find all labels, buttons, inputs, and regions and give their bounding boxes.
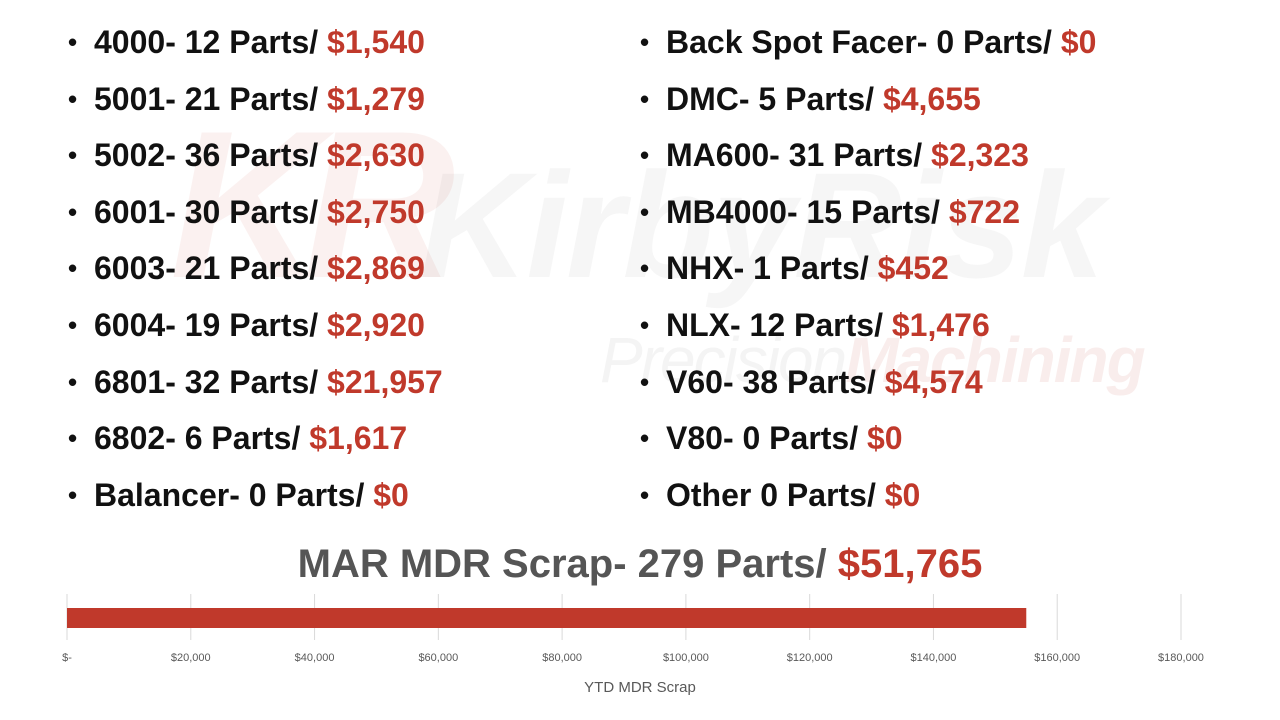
item-label: 4000- 12 Parts/ bbox=[94, 24, 328, 60]
item-cost: $1,540 bbox=[327, 24, 425, 60]
item-label: 5002- 36 Parts/ bbox=[94, 137, 328, 174]
item-cost: $1,279 bbox=[327, 80, 425, 117]
bullet-icon: • bbox=[68, 423, 78, 454]
list-item: • 6001- 30 Parts/ $2,750 bbox=[68, 184, 443, 241]
item-cost: $0 bbox=[884, 476, 921, 513]
item-cost: $0 bbox=[1060, 24, 1097, 60]
bullet-icon: • bbox=[68, 309, 78, 340]
bullet-icon: • bbox=[640, 83, 650, 114]
list-item: • 6801- 32 Parts/ $21,957 bbox=[68, 354, 443, 411]
list-item: • 6004- 19 Parts/ $2,920 bbox=[68, 297, 443, 354]
item-cost: $4,655 bbox=[882, 80, 981, 117]
item-cost: $1,476 bbox=[891, 306, 990, 343]
bullet-icon: • bbox=[68, 140, 78, 171]
machine-scrap-list-left: • 4000- 12 Parts/ $1,540 • 5001- 21 Parts/ … bbox=[68, 14, 443, 523]
list-item: • NHX- 1 Parts/ $452 bbox=[640, 240, 1096, 297]
bullet-icon: • bbox=[68, 83, 78, 114]
list-item: • 6802- 6 Parts/ $1,617 bbox=[68, 410, 443, 467]
bullet-icon: • bbox=[640, 366, 650, 397]
list-item: • Other 0 Parts/ $0 bbox=[640, 467, 1096, 524]
item-cost: $0 bbox=[867, 420, 903, 457]
list-item: • MB4000- 15 Parts/ $722 bbox=[640, 184, 1096, 241]
item-cost: $2,869 bbox=[327, 250, 425, 287]
list-item: • 6003- 21 Parts/ $2,869 bbox=[68, 240, 443, 297]
list-item: • 5001- 21 Parts/ $1,279 bbox=[68, 71, 443, 128]
list-item: • NLX- 12 Parts/ $1,476 bbox=[640, 297, 1096, 354]
item-label: MB4000- 15 Parts/ bbox=[666, 193, 949, 230]
item-cost: $1,617 bbox=[309, 420, 408, 457]
x-tick-label: $80,000 bbox=[542, 652, 582, 664]
list-item: • V80- 0 Parts/ $0 bbox=[640, 410, 1096, 467]
bullet-icon: • bbox=[640, 140, 650, 171]
item-cost: $2,750 bbox=[327, 193, 425, 230]
x-tick-label: $140,000 bbox=[910, 652, 956, 664]
x-tick-label: $100,000 bbox=[663, 652, 709, 664]
bullet-icon: • bbox=[640, 196, 650, 227]
item-label: Balancer- 0 Parts/ bbox=[94, 476, 374, 513]
bullet-icon: • bbox=[68, 479, 78, 510]
item-label: 6802- 6 Parts/ bbox=[94, 420, 310, 457]
item-cost: $2,920 bbox=[327, 306, 425, 343]
item-cost: $2,630 bbox=[327, 137, 425, 174]
bullet-icon: • bbox=[640, 27, 650, 57]
item-label: Back Spot Facer- 0 Parts/ bbox=[666, 24, 1061, 60]
item-label: DMC- 5 Parts/ bbox=[666, 80, 883, 117]
x-axis-title: YTD MDR Scrap bbox=[584, 679, 696, 696]
item-label: NHX- 1 Parts/ bbox=[666, 250, 878, 287]
item-label: 6004- 19 Parts/ bbox=[94, 306, 328, 343]
bullet-icon: • bbox=[68, 366, 78, 397]
bullet-icon: • bbox=[640, 423, 650, 454]
x-tick-label: $180,000 bbox=[1158, 652, 1204, 664]
x-tick-label: $160,000 bbox=[1034, 652, 1080, 664]
x-tick-label: $60,000 bbox=[418, 652, 458, 664]
item-cost: $4,574 bbox=[884, 363, 983, 400]
machine-scrap-list-right: • Back Spot Facer- 0 Parts/ $0 • DMC- 5 Par… bbox=[640, 14, 1096, 523]
summary-cost: $51,765 bbox=[837, 542, 983, 586]
item-label: Other 0 Parts/ bbox=[666, 476, 885, 513]
bullet-icon: • bbox=[68, 253, 78, 284]
x-tick-label: $40,000 bbox=[295, 652, 335, 664]
item-label: 5001- 21 Parts/ bbox=[94, 80, 328, 117]
item-cost: $452 bbox=[877, 250, 949, 287]
x-tick-label: $20,000 bbox=[171, 652, 211, 664]
item-label: 6001- 30 Parts/ bbox=[94, 193, 328, 230]
list-item: • V60- 38 Parts/ $4,574 bbox=[640, 354, 1096, 411]
ytd-scrap-bar-chart: $- $20,000 $40,000 $60,000 $80,000 $100,000 $1… bbox=[62, 594, 1204, 664]
x-tick-label: $- bbox=[62, 652, 72, 664]
list-item: • DMC- 5 Parts/ $4,655 bbox=[640, 71, 1096, 128]
summary-label: MAR MDR Scrap- 279 Parts/ bbox=[297, 542, 838, 586]
item-cost: $722 bbox=[948, 193, 1020, 230]
list-item: • 4000- 12 Parts/ $1,540 bbox=[68, 14, 443, 71]
bullet-icon: • bbox=[68, 196, 78, 227]
item-label: NLX- 12 Parts/ bbox=[666, 306, 892, 343]
ytd-scrap-bar bbox=[67, 608, 1027, 628]
bullet-icon: • bbox=[640, 479, 650, 510]
item-label: V60- 38 Parts/ bbox=[666, 363, 885, 400]
list-item: • MA600- 31 Parts/ $2,323 bbox=[640, 127, 1096, 184]
x-tick-label: $120,000 bbox=[787, 652, 833, 664]
bullet-icon: • bbox=[68, 27, 78, 57]
monthly-scrap-summary: MAR MDR Scrap- 279 Parts/ $51,765 bbox=[0, 536, 1280, 592]
bullet-icon: • bbox=[640, 253, 650, 284]
list-item: • Balancer- 0 Parts/ $0 bbox=[68, 467, 443, 524]
item-label: 6003- 21 Parts/ bbox=[94, 250, 328, 287]
list-item: • 5002- 36 Parts/ $2,630 bbox=[68, 127, 443, 184]
item-label: MA600- 31 Parts/ bbox=[666, 137, 932, 174]
list-item: • Back Spot Facer- 0 Parts/ $0 bbox=[640, 14, 1096, 71]
item-cost: $21,957 bbox=[327, 363, 443, 400]
item-label: V80- 0 Parts/ bbox=[666, 420, 867, 457]
item-cost: $2,323 bbox=[931, 137, 1029, 174]
item-cost: $0 bbox=[373, 476, 409, 513]
item-label: 6801- 32 Parts/ bbox=[94, 363, 328, 400]
bullet-icon: • bbox=[640, 309, 650, 340]
